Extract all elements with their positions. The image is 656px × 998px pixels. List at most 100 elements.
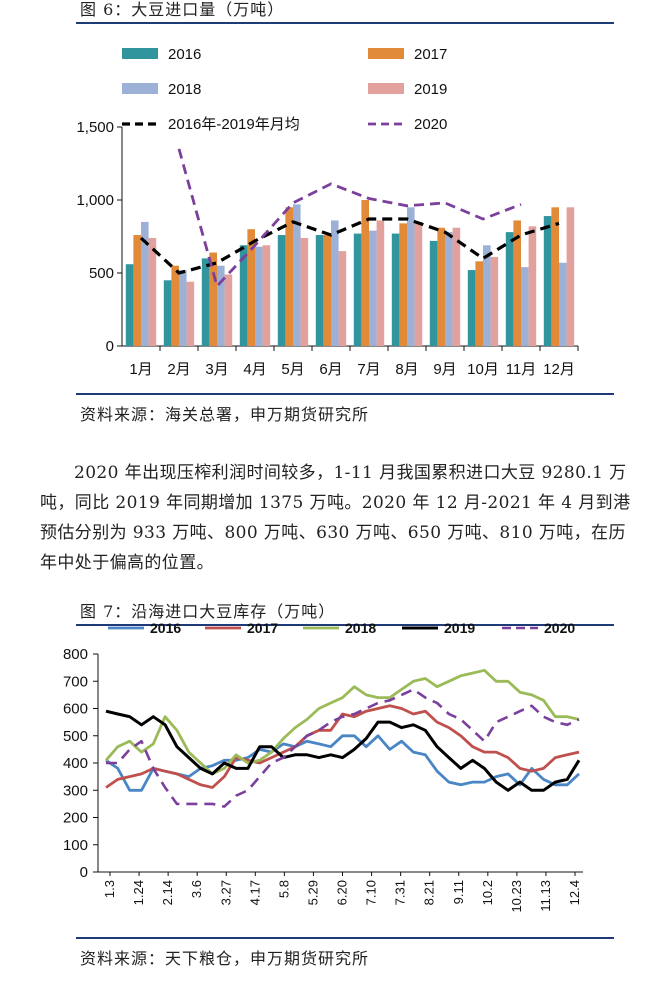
bar-2019	[376, 220, 385, 346]
y-tick-label: 800	[63, 646, 88, 663]
bar-2018	[445, 232, 453, 346]
chart-bars	[125, 200, 575, 346]
bar-2018	[293, 204, 301, 346]
y-tick-label: 700	[63, 673, 88, 690]
legend-label: 2016	[150, 620, 181, 636]
bar-2017	[209, 252, 217, 346]
figure7-bottom-rule	[76, 937, 614, 939]
bar-2017	[133, 235, 141, 346]
x-tick-label: 10.23	[509, 880, 524, 913]
legend-swatch	[122, 83, 158, 94]
figure7-source: 资料来源：天下粮仓，申万期货研究所	[80, 949, 370, 968]
x-tick-label: 2.14	[160, 880, 175, 905]
bar-2019	[452, 227, 461, 346]
x-tick-label: 10.2	[480, 880, 495, 905]
bar-2016	[429, 240, 438, 346]
x-tick-label: 9月	[433, 361, 456, 378]
bar-2019	[566, 207, 575, 346]
x-tick-label: 12.4	[567, 880, 582, 905]
legend-label: 2019	[444, 620, 475, 636]
legend-swatch	[122, 48, 158, 59]
y-tick-label: 300	[63, 782, 88, 799]
x-tick-label: 7月	[357, 361, 380, 378]
x-tick-label: 7.10	[364, 880, 379, 905]
x-tick-label: 9.11	[451, 880, 466, 904]
bar-2019	[186, 281, 195, 346]
figure6-bottom-rule	[76, 393, 614, 395]
figure6-title: 图 6：大豆进口量（万吨）	[80, 0, 285, 19]
y-tick-label: 0	[80, 864, 88, 881]
x-tick-label: 2月	[167, 361, 190, 378]
bar-2019	[414, 221, 423, 346]
bar-2017	[399, 223, 407, 346]
bar-2016	[353, 233, 362, 346]
chart-axes: 0 500 1,000 1,500 1月 2月 3月 4月 5月 6月 7月 8月 9月 10月 11月 12…	[76, 119, 579, 378]
x-tick-label: 4月	[243, 361, 266, 378]
bar-2016	[125, 264, 134, 346]
bar-2019	[338, 251, 347, 346]
bar-2017	[323, 235, 331, 346]
chart-legend: 2016 2017 2018 2019 2016年-2019年月均 2020	[122, 46, 447, 133]
legend-swatch	[368, 48, 404, 59]
y-tick-label: 200	[63, 810, 88, 827]
legend-label: 2016	[168, 46, 201, 63]
y-tick-label: 500	[63, 728, 88, 745]
x-tick-label: 7.31	[393, 880, 408, 905]
y-tick-label: 600	[63, 701, 88, 718]
legend-swatch	[368, 83, 404, 94]
bar-2016	[543, 216, 552, 346]
bar-2019	[262, 245, 271, 346]
bar-2019	[490, 256, 499, 346]
series-line-2019	[105, 709, 581, 792]
bar-2016	[505, 232, 514, 346]
x-tick-label: 5.29	[305, 880, 320, 905]
x-tick-label: 6月	[319, 361, 342, 378]
series-line-2020	[177, 148, 522, 289]
legend-label: 2016年-2019年月均	[168, 116, 300, 133]
bar-2016	[201, 258, 210, 346]
bar-2017	[437, 227, 445, 346]
x-tick-label: 3月	[205, 361, 228, 378]
bar-2019	[224, 274, 233, 346]
bar-2017	[475, 261, 483, 346]
chart-legend: 2016 2017 2018 2019 2020	[108, 620, 575, 636]
bar-2019	[528, 226, 537, 346]
chart-lines	[104, 668, 581, 808]
y-tick-label: 1,500	[76, 119, 114, 136]
x-tick-label: 11月	[506, 361, 537, 378]
bar-2016	[277, 235, 286, 346]
bar-2017	[247, 229, 255, 346]
bar-2019	[300, 237, 309, 346]
bar-2016	[163, 280, 172, 346]
bar-2018	[407, 207, 415, 346]
legend-label: 2018	[168, 81, 201, 98]
bar-2018	[331, 220, 339, 346]
bar-2018	[179, 270, 187, 346]
x-tick-label: 3.27	[218, 880, 233, 905]
bar-2019	[148, 237, 157, 346]
bar-2017	[171, 265, 179, 346]
y-tick-label: 0	[106, 338, 114, 355]
body-paragraph-text: 2020 年出现压榨利润时间较多，1-11 月我国累积进口大豆 9280.1 万…	[40, 463, 631, 573]
x-tick-label: 10月	[467, 361, 499, 378]
legend-label: 2017	[414, 46, 447, 63]
x-tick-label: 1月	[129, 361, 152, 378]
legend-label: 2019	[414, 81, 447, 98]
bar-2018	[141, 221, 149, 346]
bar-2018	[255, 246, 263, 346]
coastal-soybean-inventory-chart: 2016 2017 2018 2019 2020 0 100 200 300 400 500 600…	[63, 620, 583, 913]
bar-2016	[467, 270, 476, 346]
bar-2018	[521, 267, 529, 346]
bar-2017	[361, 200, 369, 346]
x-tick-label: 3.6	[189, 880, 204, 898]
bar-2016	[315, 235, 324, 346]
x-tick-label: 5月	[281, 361, 304, 378]
x-tick-label: 5.8	[276, 880, 291, 898]
bar-2017	[285, 207, 293, 346]
x-tick-label: 11.13	[538, 880, 553, 912]
figure6-top-rule	[76, 22, 614, 24]
legend-label: 2020	[414, 116, 447, 133]
figure7-title: 图 7：沿海进口大豆库存（万吨）	[80, 602, 336, 621]
x-tick-label: 12月	[543, 361, 575, 378]
x-tick-label: 8.21	[422, 880, 437, 905]
